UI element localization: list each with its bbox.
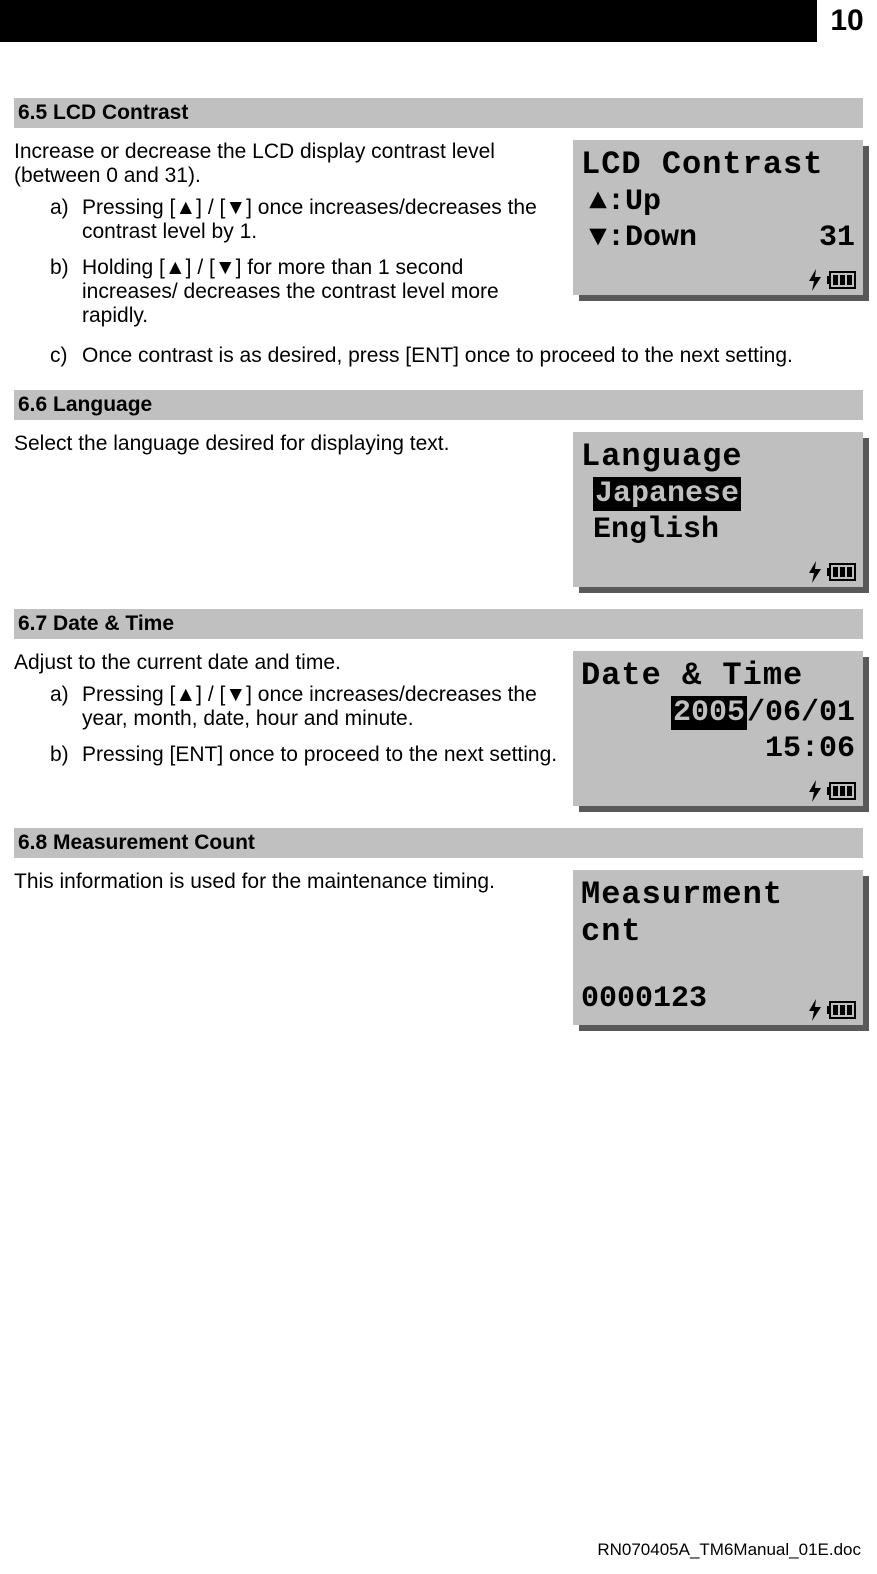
item-text: Pressing [▲] / [▼] once increases/decrea… xyxy=(82,196,537,243)
bolt-icon xyxy=(807,269,823,291)
lcd-status-icons xyxy=(807,780,857,802)
lcd-status-icons xyxy=(807,561,857,583)
marker: b) xyxy=(50,256,69,280)
marker: a) xyxy=(50,683,69,707)
list-item: b) Holding [▲] / [▼] for more than 1 sec… xyxy=(50,256,559,328)
section-language: Select the language desired for displayi… xyxy=(14,428,863,587)
battery-icon xyxy=(827,563,857,581)
lcd-measurement-screen: Measurment cnt 0000123 xyxy=(573,870,863,1025)
intro-datetime: Adjust to the current date and time. xyxy=(14,651,559,675)
intro-measurement: This information is used for the mainten… xyxy=(14,870,559,894)
text-col-lcd-contrast: Increase or decrease the LCD display con… xyxy=(14,136,559,340)
item-text: Once contrast is as desired, press [ENT]… xyxy=(82,344,793,367)
list-lcd-contrast: a) Pressing [▲] / [▼] once increases/dec… xyxy=(14,196,559,328)
text-col-language: Select the language desired for displayi… xyxy=(14,428,559,587)
lcd-status-icons xyxy=(807,999,857,1021)
item-text: Holding [▲] / [▼] for more than 1 second… xyxy=(82,256,499,327)
list-item: a) Pressing [▲] / [▼] once increases/dec… xyxy=(50,683,559,731)
list-item: b) Pressing [ENT] once to proceed to the… xyxy=(50,743,559,767)
lcd-language-screen: Language Japanese English xyxy=(573,432,863,587)
text-col-datetime: Adjust to the current date and time. a) … xyxy=(14,647,559,806)
intro-lcd-contrast: Increase or decrease the LCD display con… xyxy=(14,140,559,188)
bolt-icon xyxy=(807,999,823,1021)
battery-icon xyxy=(827,1001,857,1019)
list-item: a) Pressing [▲] / [▼] once increases/dec… xyxy=(50,196,559,244)
lcd-title: Date & Time xyxy=(581,657,855,694)
lcd-contrast-screen: LCD Contrast ▲:Up ▼:Down 31 xyxy=(573,140,863,295)
battery-icon xyxy=(827,271,857,289)
marker: b) xyxy=(50,743,69,767)
heading-language: 6.6 Language xyxy=(14,390,863,420)
lcd-date-year: 2005 xyxy=(671,696,747,730)
footer-filename: RN070405A_TM6Manual_01E.doc xyxy=(597,1540,861,1560)
list-lcd-contrast-cont: c) Once contrast is as desired, press [E… xyxy=(14,344,863,368)
section-measurement: This information is used for the mainten… xyxy=(14,866,863,1025)
lcd-date-rest: /06/01 xyxy=(747,696,855,730)
lcd-line-down: ▼:Down xyxy=(589,221,697,255)
text-col-measurement: This information is used for the mainten… xyxy=(14,866,559,1025)
lcd-time: 15:06 xyxy=(581,732,855,766)
black-header-bar xyxy=(0,0,817,42)
marker: c) xyxy=(50,344,68,368)
item-text: Pressing [ENT] once to proceed to the ne… xyxy=(82,743,557,766)
lcd-option-selected: Japanese xyxy=(593,477,741,511)
page-number: 10 xyxy=(817,0,877,42)
bolt-icon xyxy=(807,561,823,583)
lcd-line-up: ▲:Up xyxy=(581,185,855,219)
item-text: Pressing [▲] / [▼] once increases/decrea… xyxy=(82,683,537,730)
intro-language: Select the language desired for displayi… xyxy=(14,432,559,456)
lcd-title: LCD Contrast xyxy=(581,146,855,183)
lcd-option-other: English xyxy=(581,513,855,547)
lcd-title: Language xyxy=(581,438,855,475)
heading-datetime: 6.7 Date & Time xyxy=(14,609,863,639)
section-lcd-contrast: Increase or decrease the LCD display con… xyxy=(14,136,863,340)
section-datetime: Adjust to the current date and time. a) … xyxy=(14,647,863,806)
heading-lcd-contrast: 6.5 LCD Contrast xyxy=(14,98,863,128)
top-bar: 10 xyxy=(0,0,877,42)
lcd-contrast-value: 31 xyxy=(819,221,855,255)
battery-icon xyxy=(827,782,857,800)
list-datetime: a) Pressing [▲] / [▼] once increases/dec… xyxy=(14,683,559,767)
lcd-datetime-screen: Date & Time 2005/06/01 15:06 xyxy=(573,651,863,806)
page-content: 6.5 LCD Contrast Increase or decrease th… xyxy=(0,42,877,1025)
marker: a) xyxy=(50,196,69,220)
list-item: c) Once contrast is as desired, press [E… xyxy=(50,344,863,368)
heading-measurement: 6.8 Measurement Count xyxy=(14,828,863,858)
lcd-title: Measurment cnt xyxy=(581,876,855,950)
lcd-status-icons xyxy=(807,269,857,291)
bolt-icon xyxy=(807,780,823,802)
